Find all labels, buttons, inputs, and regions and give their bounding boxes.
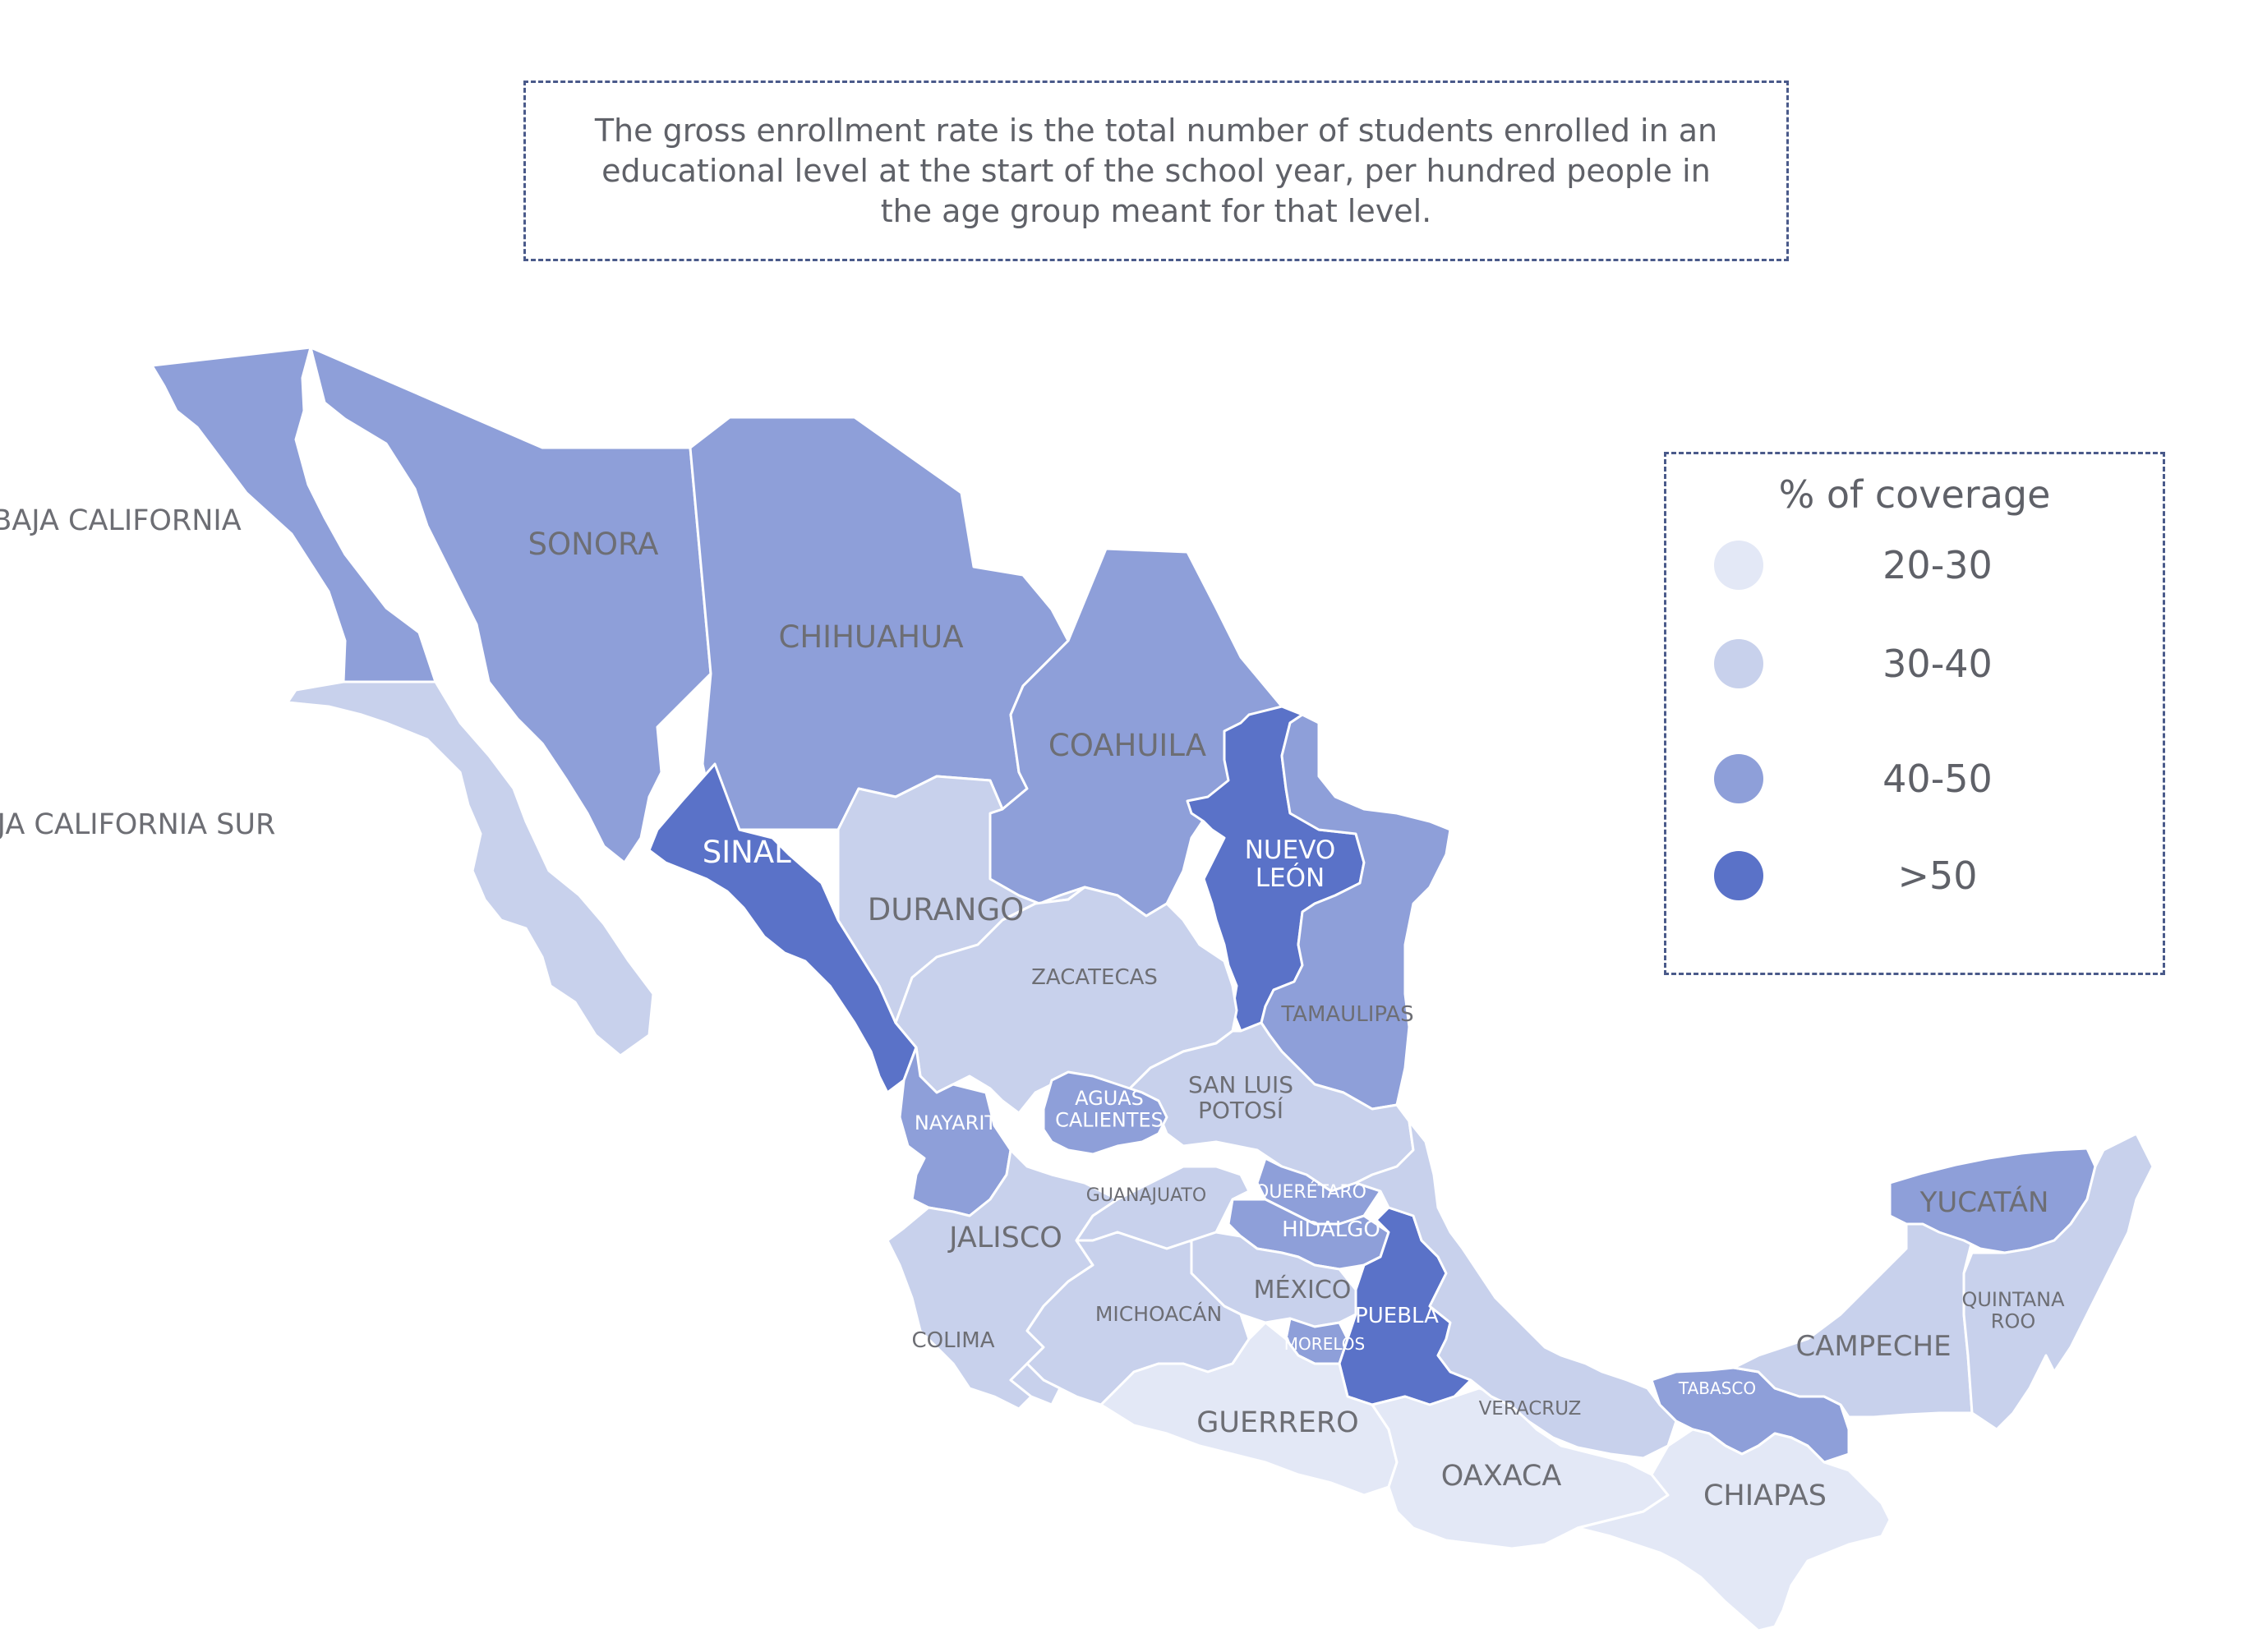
- state-chiapas: [1576, 1428, 1892, 1632]
- legend-label: >50: [1897, 854, 1978, 898]
- state-baja-california-sur: [286, 680, 655, 1057]
- state-label-chihuahua: CHIHUAHUA: [779, 619, 964, 655]
- state-label-michoacan: MICHOACÁN: [1095, 1302, 1222, 1326]
- state-label-san-luis-potosi: SAN LUIS POTOSÍ: [1188, 1071, 1293, 1124]
- state-label-oaxaca: OAXACA: [1441, 1460, 1562, 1493]
- legend-label: 40-50: [1882, 757, 1993, 801]
- state-label-zacatecas: ZACATECAS: [1031, 965, 1158, 990]
- state-label-chiapas: CHIAPAS: [1703, 1479, 1827, 1512]
- state-label-guanajuato: GUANAJUATO: [1086, 1185, 1206, 1206]
- state-label-colima: COLIMA: [912, 1328, 995, 1353]
- legend-title: % of coverage: [1778, 472, 2051, 517]
- state-label-veracruz: VERACRUZ: [1479, 1398, 1582, 1420]
- legend-swatch: [1714, 851, 1763, 900]
- state-guerrero: [1099, 1321, 1399, 1497]
- legend-item: 40-50: [1666, 750, 2163, 808]
- state-label-guerrero: GUERRERO: [1196, 1406, 1358, 1439]
- definition-note: The gross enrollment rate is the total n…: [523, 81, 1789, 261]
- legend-item: 30-40: [1666, 635, 2163, 693]
- state-label-tamaulipas: TAMAULIPAS: [1280, 1002, 1413, 1027]
- legend-label: 20-30: [1882, 543, 1993, 587]
- state-label-baja-california-sur: BAJA CALIFORNIA SUR: [0, 808, 275, 841]
- legend-swatch: [1714, 754, 1763, 803]
- state-veracruz: [1354, 1120, 1678, 1460]
- state-quintana-roo: [1962, 1132, 2154, 1431]
- state-label-sinaloa: SINALOA: [703, 835, 834, 870]
- state-label-hidalgo: HIDALGO: [1282, 1217, 1380, 1242]
- state-label-mexico: MÉXICO: [1254, 1275, 1352, 1305]
- state-label-yucatan: YUCATÁN: [1919, 1185, 2049, 1219]
- state-sonora: [309, 346, 712, 864]
- state-label-aguas-calientes: AGUAS CALIENTES: [1055, 1087, 1164, 1131]
- state-label-baja-california: BAJA CALIFORNIA: [0, 504, 242, 537]
- state-label-jalisco: JALISCO: [947, 1222, 1062, 1254]
- state-label-queretaro: QUERÉTARO: [1255, 1181, 1366, 1203]
- state-colima: [1009, 1362, 1062, 1406]
- state-label-sonora: SONORA: [528, 527, 659, 562]
- legend: % of coverage 20-30 30-40 40-50 >50: [1664, 452, 2165, 975]
- legend-item: 20-30: [1666, 536, 2163, 594]
- state-label-tabasco: TABASCO: [1678, 1378, 1756, 1398]
- legend-swatch: [1714, 639, 1763, 688]
- state-label-durango: DURANGO: [868, 892, 1025, 927]
- legend-swatch: [1714, 541, 1763, 590]
- state-label-puebla: PUEBLA: [1355, 1304, 1439, 1328]
- state-label-nayarit: NAYARIT: [915, 1111, 997, 1134]
- state-aguas-calientes: [1042, 1070, 1168, 1156]
- legend-label: 30-40: [1882, 642, 1993, 686]
- state-label-campeche: CAMPECHE: [1795, 1330, 1951, 1363]
- definition-text: The gross enrollment rate is the total n…: [594, 112, 1718, 229]
- state-sinaloa: [647, 762, 918, 1094]
- legend-item: >50: [1666, 847, 2163, 904]
- state-label-morelos: MORELOS: [1284, 1334, 1365, 1354]
- state-label-coahuila: COAHUILA: [1048, 728, 1206, 763]
- state-label-nuevo-leon: NUEVO LEÓN: [1245, 835, 1336, 893]
- state-label-quintana-roo: QUINTANA ROO: [1961, 1288, 2065, 1332]
